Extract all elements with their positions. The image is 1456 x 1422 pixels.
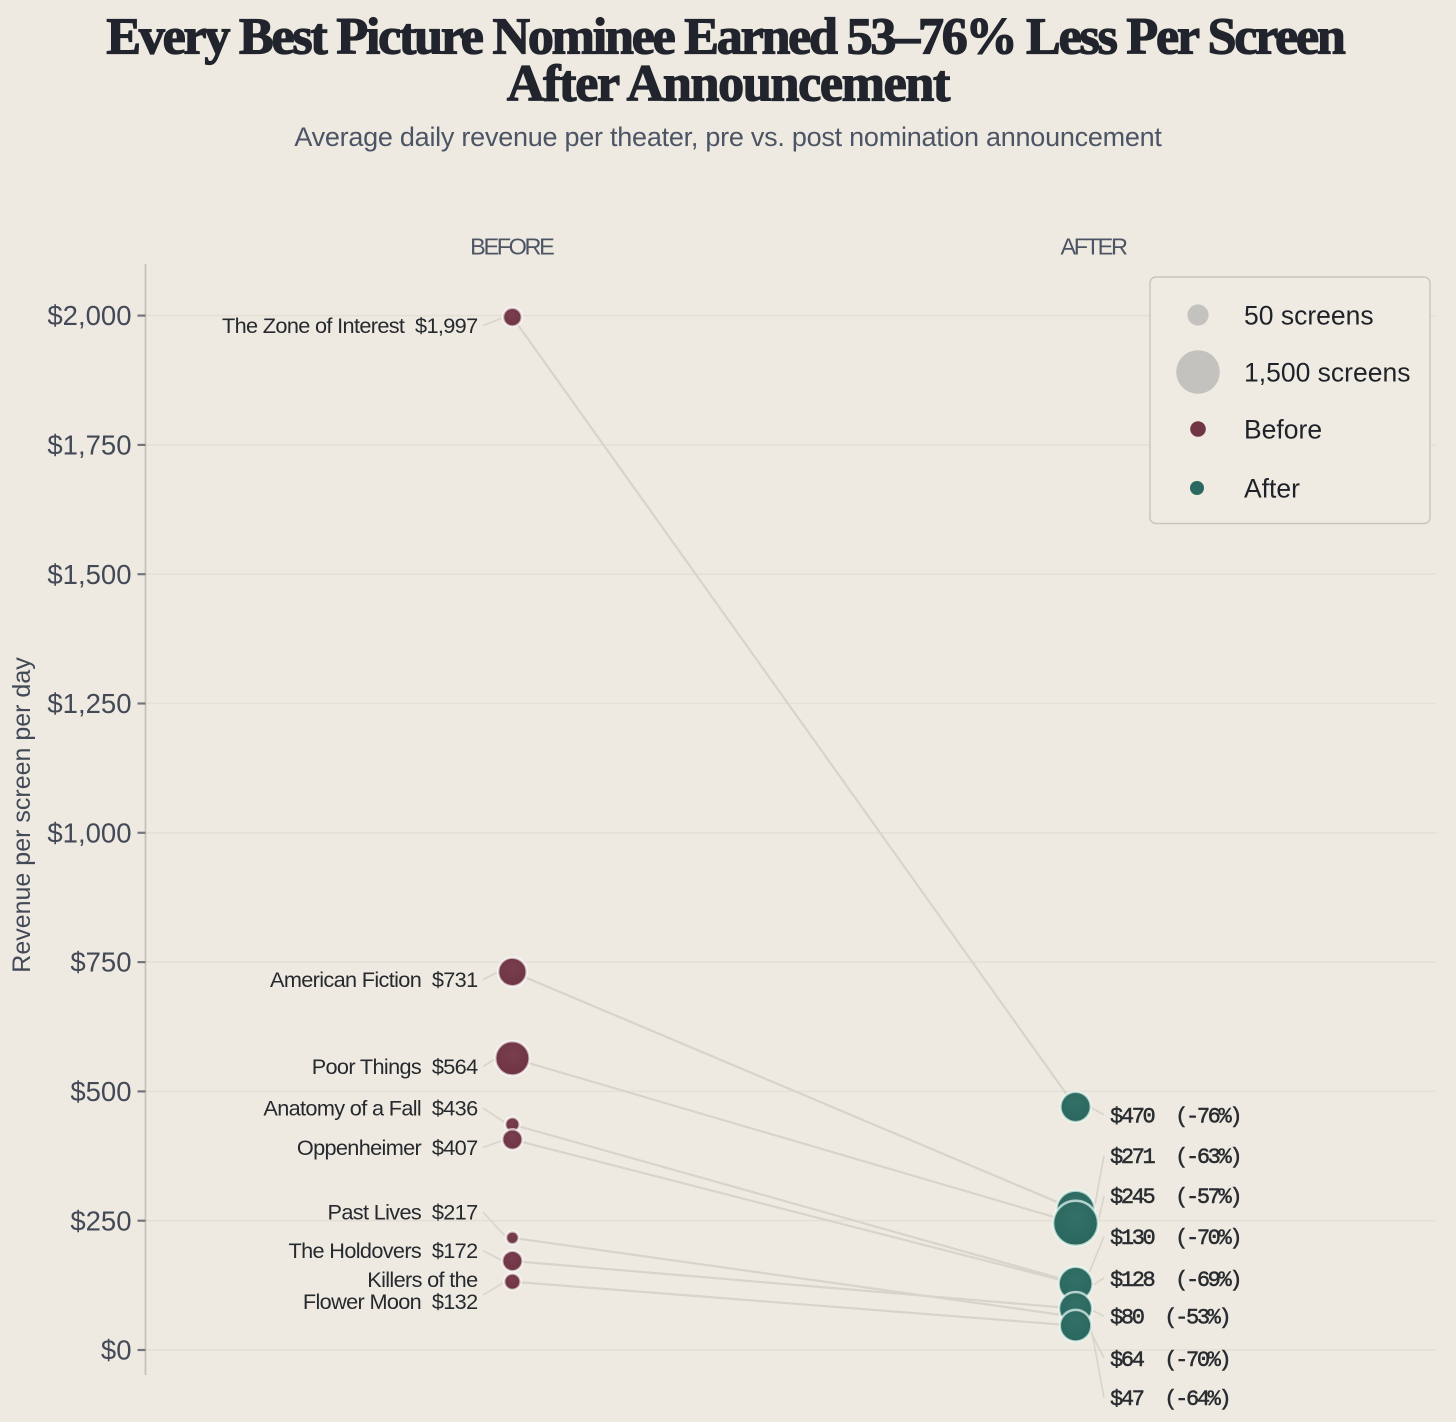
svg-text:Past Lives $217: Past Lives $217 (328, 1200, 478, 1225)
svg-text:Oppenheimer $407: Oppenheimer $407 (297, 1135, 478, 1160)
svg-text:50 screens: 50 screens (1244, 300, 1374, 330)
svg-text:Before: Before (1244, 414, 1322, 444)
svg-text:The Holdovers $172: The Holdovers $172 (289, 1238, 478, 1263)
svg-text:The Zone of Interest $1,997: The Zone of Interest $1,997 (222, 313, 477, 338)
svg-text:$500: $500 (70, 1076, 131, 1107)
svg-text:$470 (-76%): $470 (-76%) (1110, 1104, 1240, 1129)
svg-text:$750: $750 (70, 947, 131, 978)
svg-text:$128 (-69%): $128 (-69%) (1110, 1268, 1240, 1293)
svg-text:Every Best Picture Nominee Ear: Every Best Picture Nominee Earned 53–76%… (106, 9, 1346, 66)
svg-text:Anatomy of a Fall $436: Anatomy of a Fall $436 (263, 1096, 478, 1121)
svg-text:American Fiction $731: American Fiction $731 (270, 967, 478, 992)
svg-text:$245 (-57%): $245 (-57%) (1110, 1185, 1240, 1210)
svg-text:$130 (-70%): $130 (-70%) (1110, 1226, 1240, 1251)
svg-text:1,500 screens: 1,500 screens (1244, 357, 1410, 387)
svg-text:$80 (-53%): $80 (-53%) (1110, 1306, 1229, 1331)
svg-text:Poor Things $564: Poor Things $564 (312, 1054, 478, 1079)
svg-text:$0: $0 (101, 1335, 132, 1366)
svg-text:$1,500: $1,500 (47, 559, 131, 590)
svg-text:$47 (-64%): $47 (-64%) (1110, 1387, 1229, 1412)
svg-text:Flower Moon $132: Flower Moon $132 (303, 1289, 478, 1314)
svg-text:Revenue per screen per day: Revenue per screen per day (8, 657, 36, 973)
svg-text:After Announcement: After Announcement (507, 56, 951, 113)
svg-text:After: After (1244, 473, 1300, 503)
svg-text:$1,000: $1,000 (47, 817, 131, 848)
svg-text:Average daily revenue per thea: Average daily revenue per theater, pre v… (294, 122, 1162, 152)
svg-text:$250: $250 (70, 1205, 131, 1236)
svg-text:$1,250: $1,250 (47, 688, 131, 719)
svg-text:BEFORE: BEFORE (470, 233, 554, 259)
svg-text:$271 (-63%): $271 (-63%) (1110, 1145, 1240, 1170)
svg-text:$64 (-70%): $64 (-70%) (1110, 1348, 1229, 1373)
svg-text:$1,750: $1,750 (47, 430, 131, 461)
svg-text:$2,000: $2,000 (47, 300, 131, 331)
svg-text:AFTER: AFTER (1060, 233, 1126, 259)
svg-text:Killers of the: Killers of the (367, 1267, 478, 1292)
